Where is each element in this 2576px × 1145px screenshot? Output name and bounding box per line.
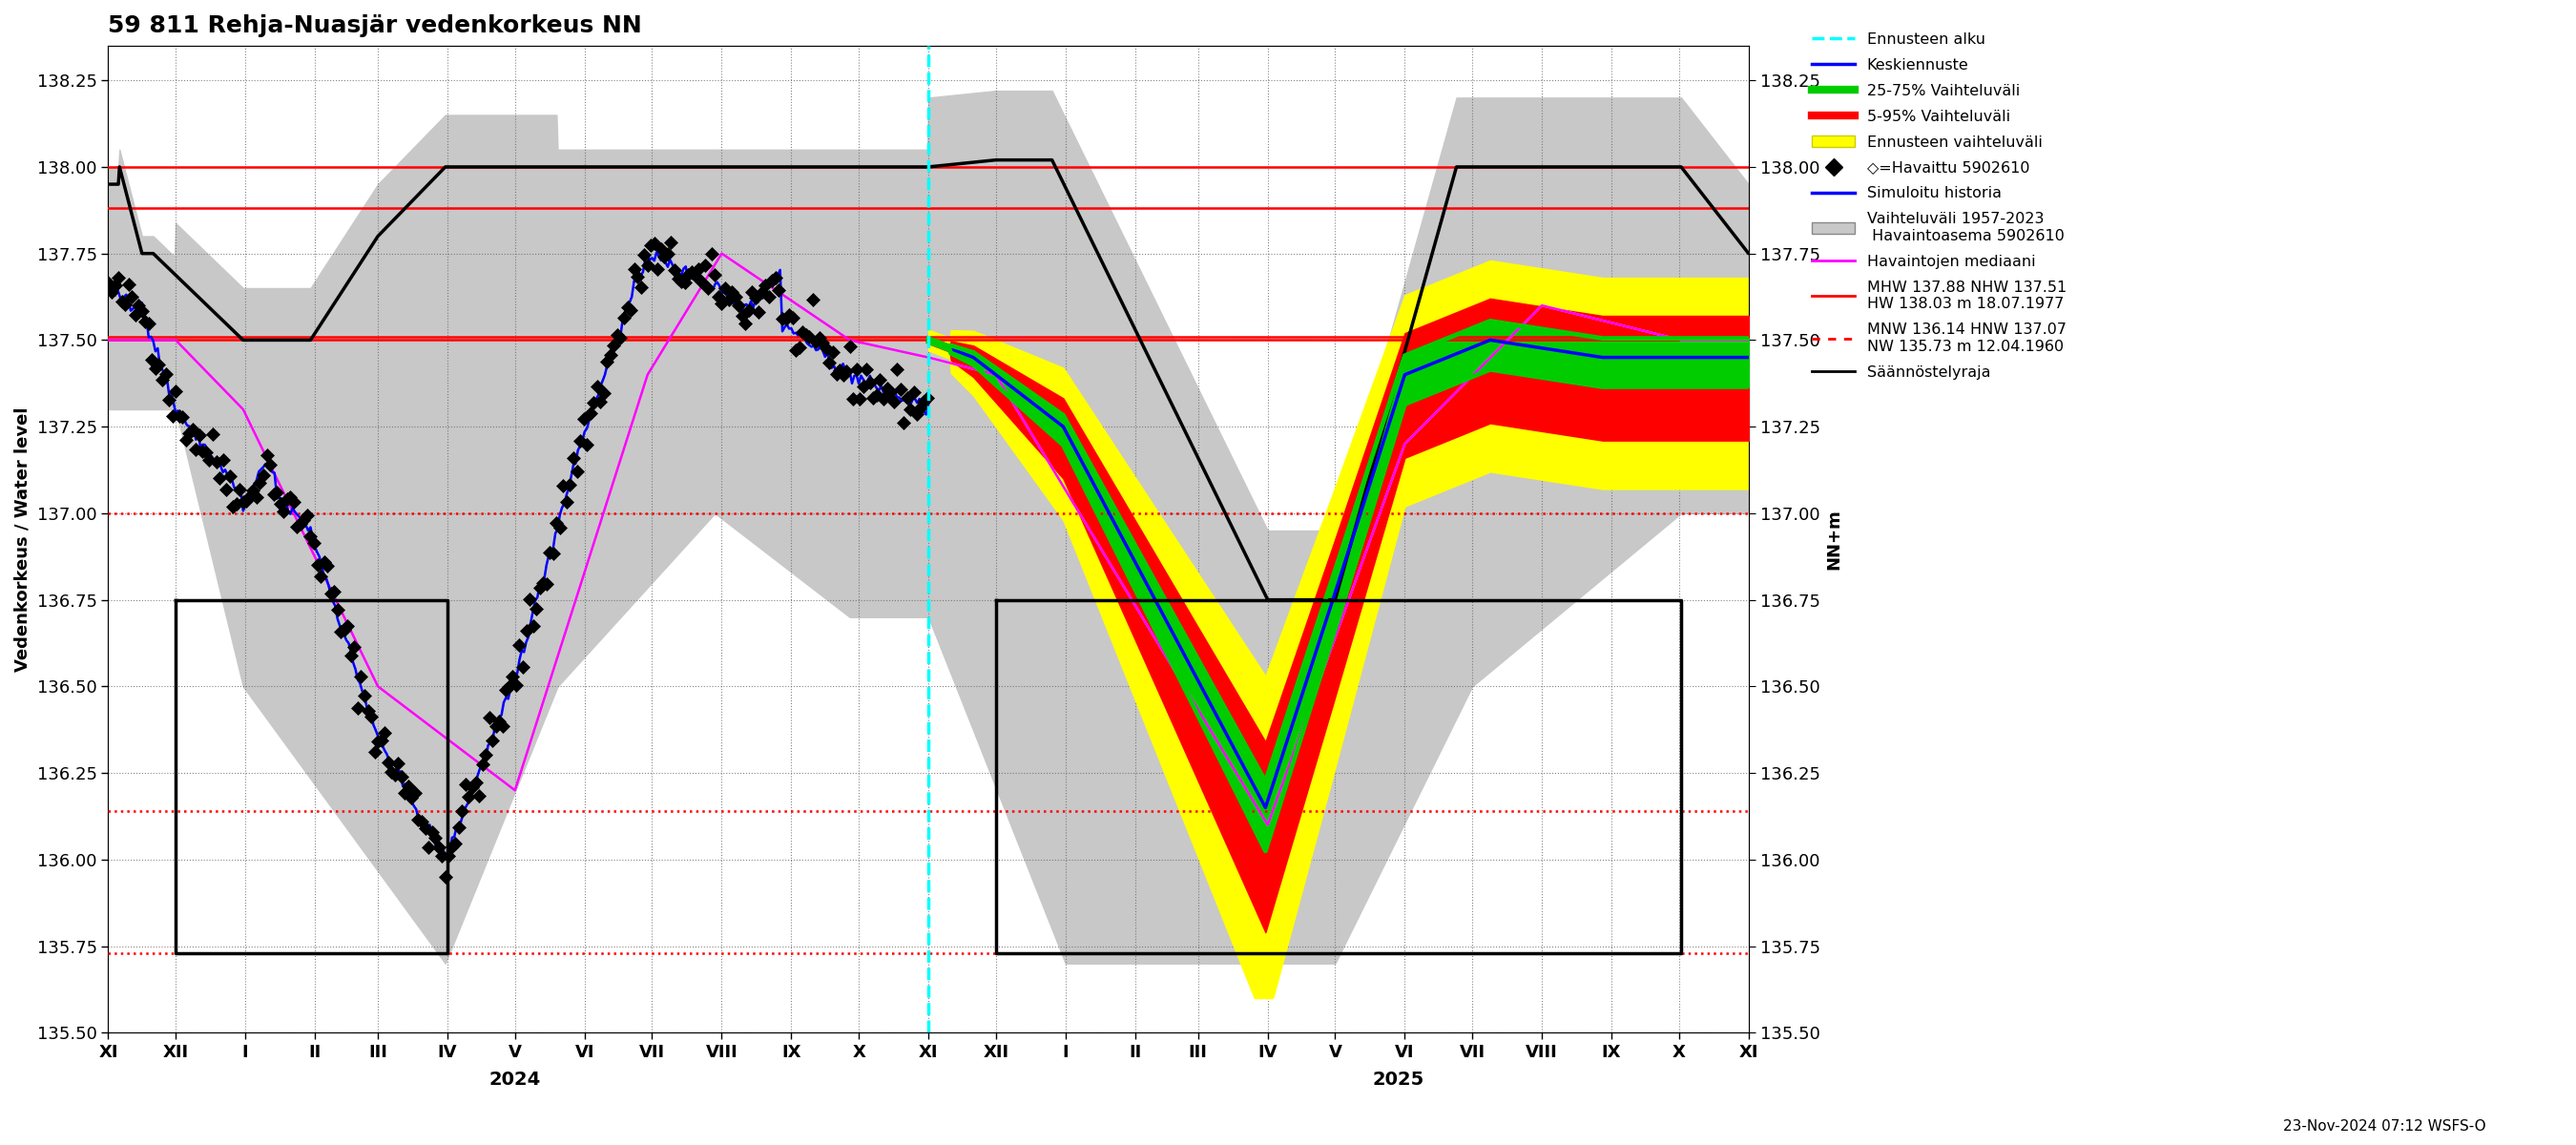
- Text: 2025: 2025: [1373, 1071, 1425, 1089]
- Legend: Ennusteen alku, Keskiennuste, 25-75% Vaihteluväli, 5-95% Vaihteluväli, Ennusteen: Ennusteen alku, Keskiennuste, 25-75% Vai…: [1806, 26, 2074, 386]
- Text: 2024: 2024: [489, 1071, 541, 1089]
- Y-axis label: Vedenkorkeus / Water level: Vedenkorkeus / Water level: [15, 406, 31, 672]
- Text: 23-Nov-2024 07:12 WSFS-O: 23-Nov-2024 07:12 WSFS-O: [2282, 1120, 2486, 1134]
- Y-axis label: NN+m: NN+m: [1826, 508, 1842, 569]
- Text: 59 811 Rehja-Nuasjär vedenkorkeus NN: 59 811 Rehja-Nuasjär vedenkorkeus NN: [108, 14, 641, 37]
